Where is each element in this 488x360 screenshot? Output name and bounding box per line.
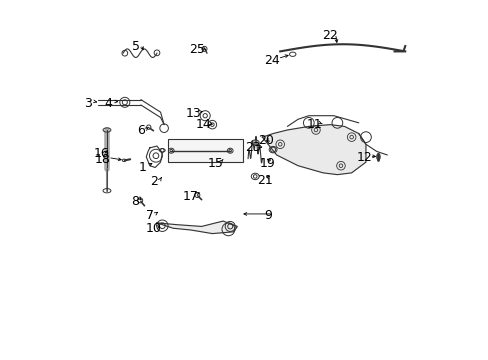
Text: 22: 22 — [322, 29, 337, 42]
Text: 14: 14 — [195, 118, 211, 131]
Text: 9: 9 — [263, 209, 271, 222]
Text: 6: 6 — [137, 124, 144, 137]
Text: 18: 18 — [95, 153, 110, 166]
Text: 3: 3 — [84, 97, 92, 110]
Text: 13: 13 — [185, 107, 201, 120]
Text: 10: 10 — [145, 222, 161, 235]
Text: 20: 20 — [258, 134, 273, 147]
Text: 21: 21 — [257, 174, 272, 186]
Text: 7: 7 — [145, 209, 154, 222]
Text: 8: 8 — [131, 195, 139, 208]
Text: 19: 19 — [259, 157, 275, 170]
Polygon shape — [262, 125, 365, 175]
Text: 12: 12 — [356, 151, 371, 165]
FancyBboxPatch shape — [167, 139, 242, 162]
Text: 25: 25 — [189, 43, 205, 56]
Text: 23: 23 — [244, 141, 261, 154]
Text: 16: 16 — [94, 147, 109, 160]
Polygon shape — [157, 221, 237, 234]
Text: 24: 24 — [264, 54, 280, 67]
Text: 4: 4 — [104, 97, 112, 110]
Text: 15: 15 — [207, 157, 224, 170]
Text: 5: 5 — [131, 40, 139, 53]
Text: 17: 17 — [183, 190, 199, 203]
Text: 11: 11 — [305, 118, 322, 131]
Text: 2: 2 — [150, 175, 158, 188]
Text: 1: 1 — [139, 161, 146, 174]
